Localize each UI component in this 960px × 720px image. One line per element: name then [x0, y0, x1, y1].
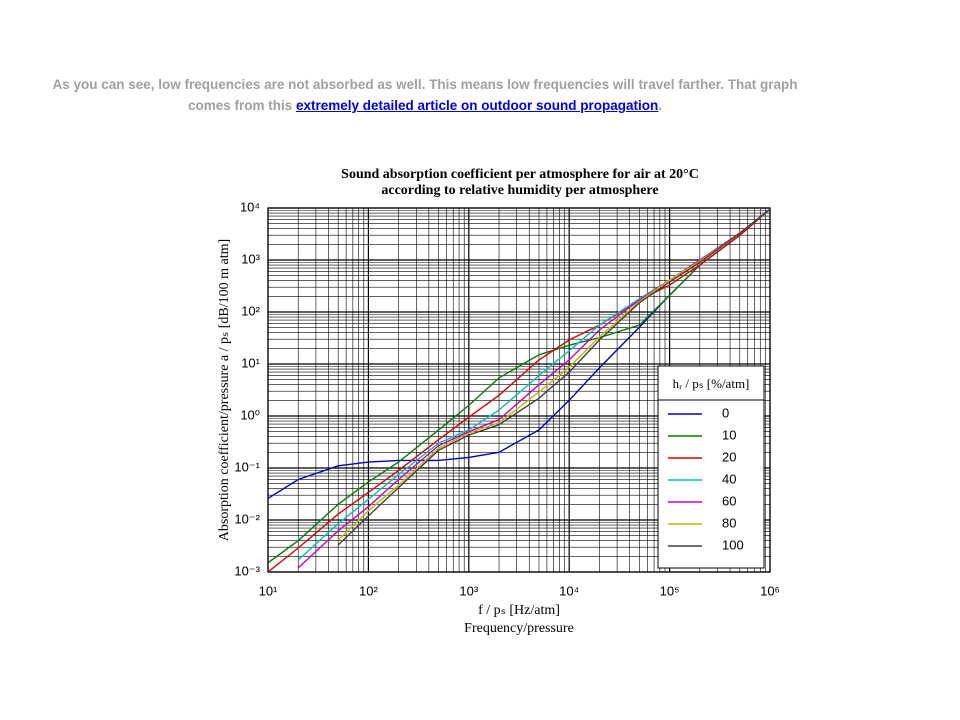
legend-title: hᵣ / pₛ [%/atm]: [673, 376, 750, 391]
intro-end: .: [658, 98, 663, 113]
legend-label: 40: [722, 471, 736, 486]
x-tick-label: 10¹: [259, 583, 278, 598]
series-line: [337, 208, 770, 541]
x-tick-label: 10³: [459, 583, 478, 598]
y-tick-label: 10⁰: [240, 407, 260, 422]
x-axis-label: f / pₛ [Hz/atm]: [478, 603, 560, 618]
article-link[interactable]: extremely detailed article on outdoor so…: [295, 98, 659, 113]
x-tick-label: 10²: [359, 583, 378, 598]
intro-body: As you can see, low frequencies are not …: [52, 77, 798, 113]
legend-label: 100: [722, 537, 744, 552]
legend-label: 20: [722, 449, 736, 464]
series-line: [268, 208, 770, 564]
y-tick-label: 10⁴: [240, 199, 260, 214]
series-line: [337, 208, 770, 546]
chart-subtitle: according to relative humidity per atmos…: [381, 183, 658, 198]
x-axis-label-2: Frequency/pressure: [464, 621, 574, 636]
legend-label: 10: [722, 427, 736, 442]
y-tick-label: 10⁻¹: [234, 459, 260, 474]
y-tick-label: 10⁻²: [234, 511, 260, 526]
y-tick-label: 10²: [241, 303, 260, 318]
plot-area: [268, 208, 770, 572]
x-tick-label: 10⁶: [760, 583, 780, 598]
legend-label: 80: [722, 515, 736, 530]
y-tick-label: 10⁻³: [234, 563, 260, 578]
intro-text: As you can see, low frequencies are not …: [45, 74, 805, 116]
y-tick-label: 10³: [241, 251, 260, 266]
legend-label: 60: [722, 493, 736, 508]
legend-box: [657, 365, 765, 569]
chart-title: Sound absorption coefficient per atmosph…: [341, 167, 699, 182]
y-tick-label: 10¹: [241, 355, 260, 370]
plot-frame: [267, 207, 771, 573]
x-tick-label: 10⁵: [660, 583, 680, 598]
y-axis-label: Absorption coefficient/pressure a / pₛ […: [217, 239, 232, 541]
series-line: [268, 208, 770, 572]
legend-label: 0: [722, 405, 729, 420]
x-tick-label: 10⁴: [559, 583, 579, 598]
